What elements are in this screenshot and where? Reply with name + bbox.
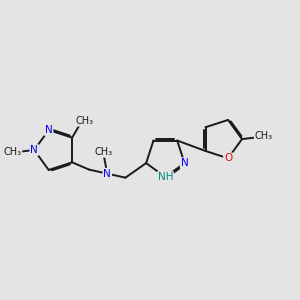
Text: CH₃: CH₃ — [95, 147, 113, 157]
Text: NH: NH — [158, 172, 173, 182]
Text: CH₃: CH₃ — [255, 131, 273, 141]
Text: N: N — [103, 169, 111, 178]
Text: N: N — [45, 125, 52, 135]
Text: CH₃: CH₃ — [76, 116, 94, 126]
Text: N: N — [30, 145, 38, 155]
Text: CH₃: CH₃ — [3, 147, 22, 157]
Text: N: N — [181, 158, 188, 168]
Text: O: O — [224, 153, 232, 163]
